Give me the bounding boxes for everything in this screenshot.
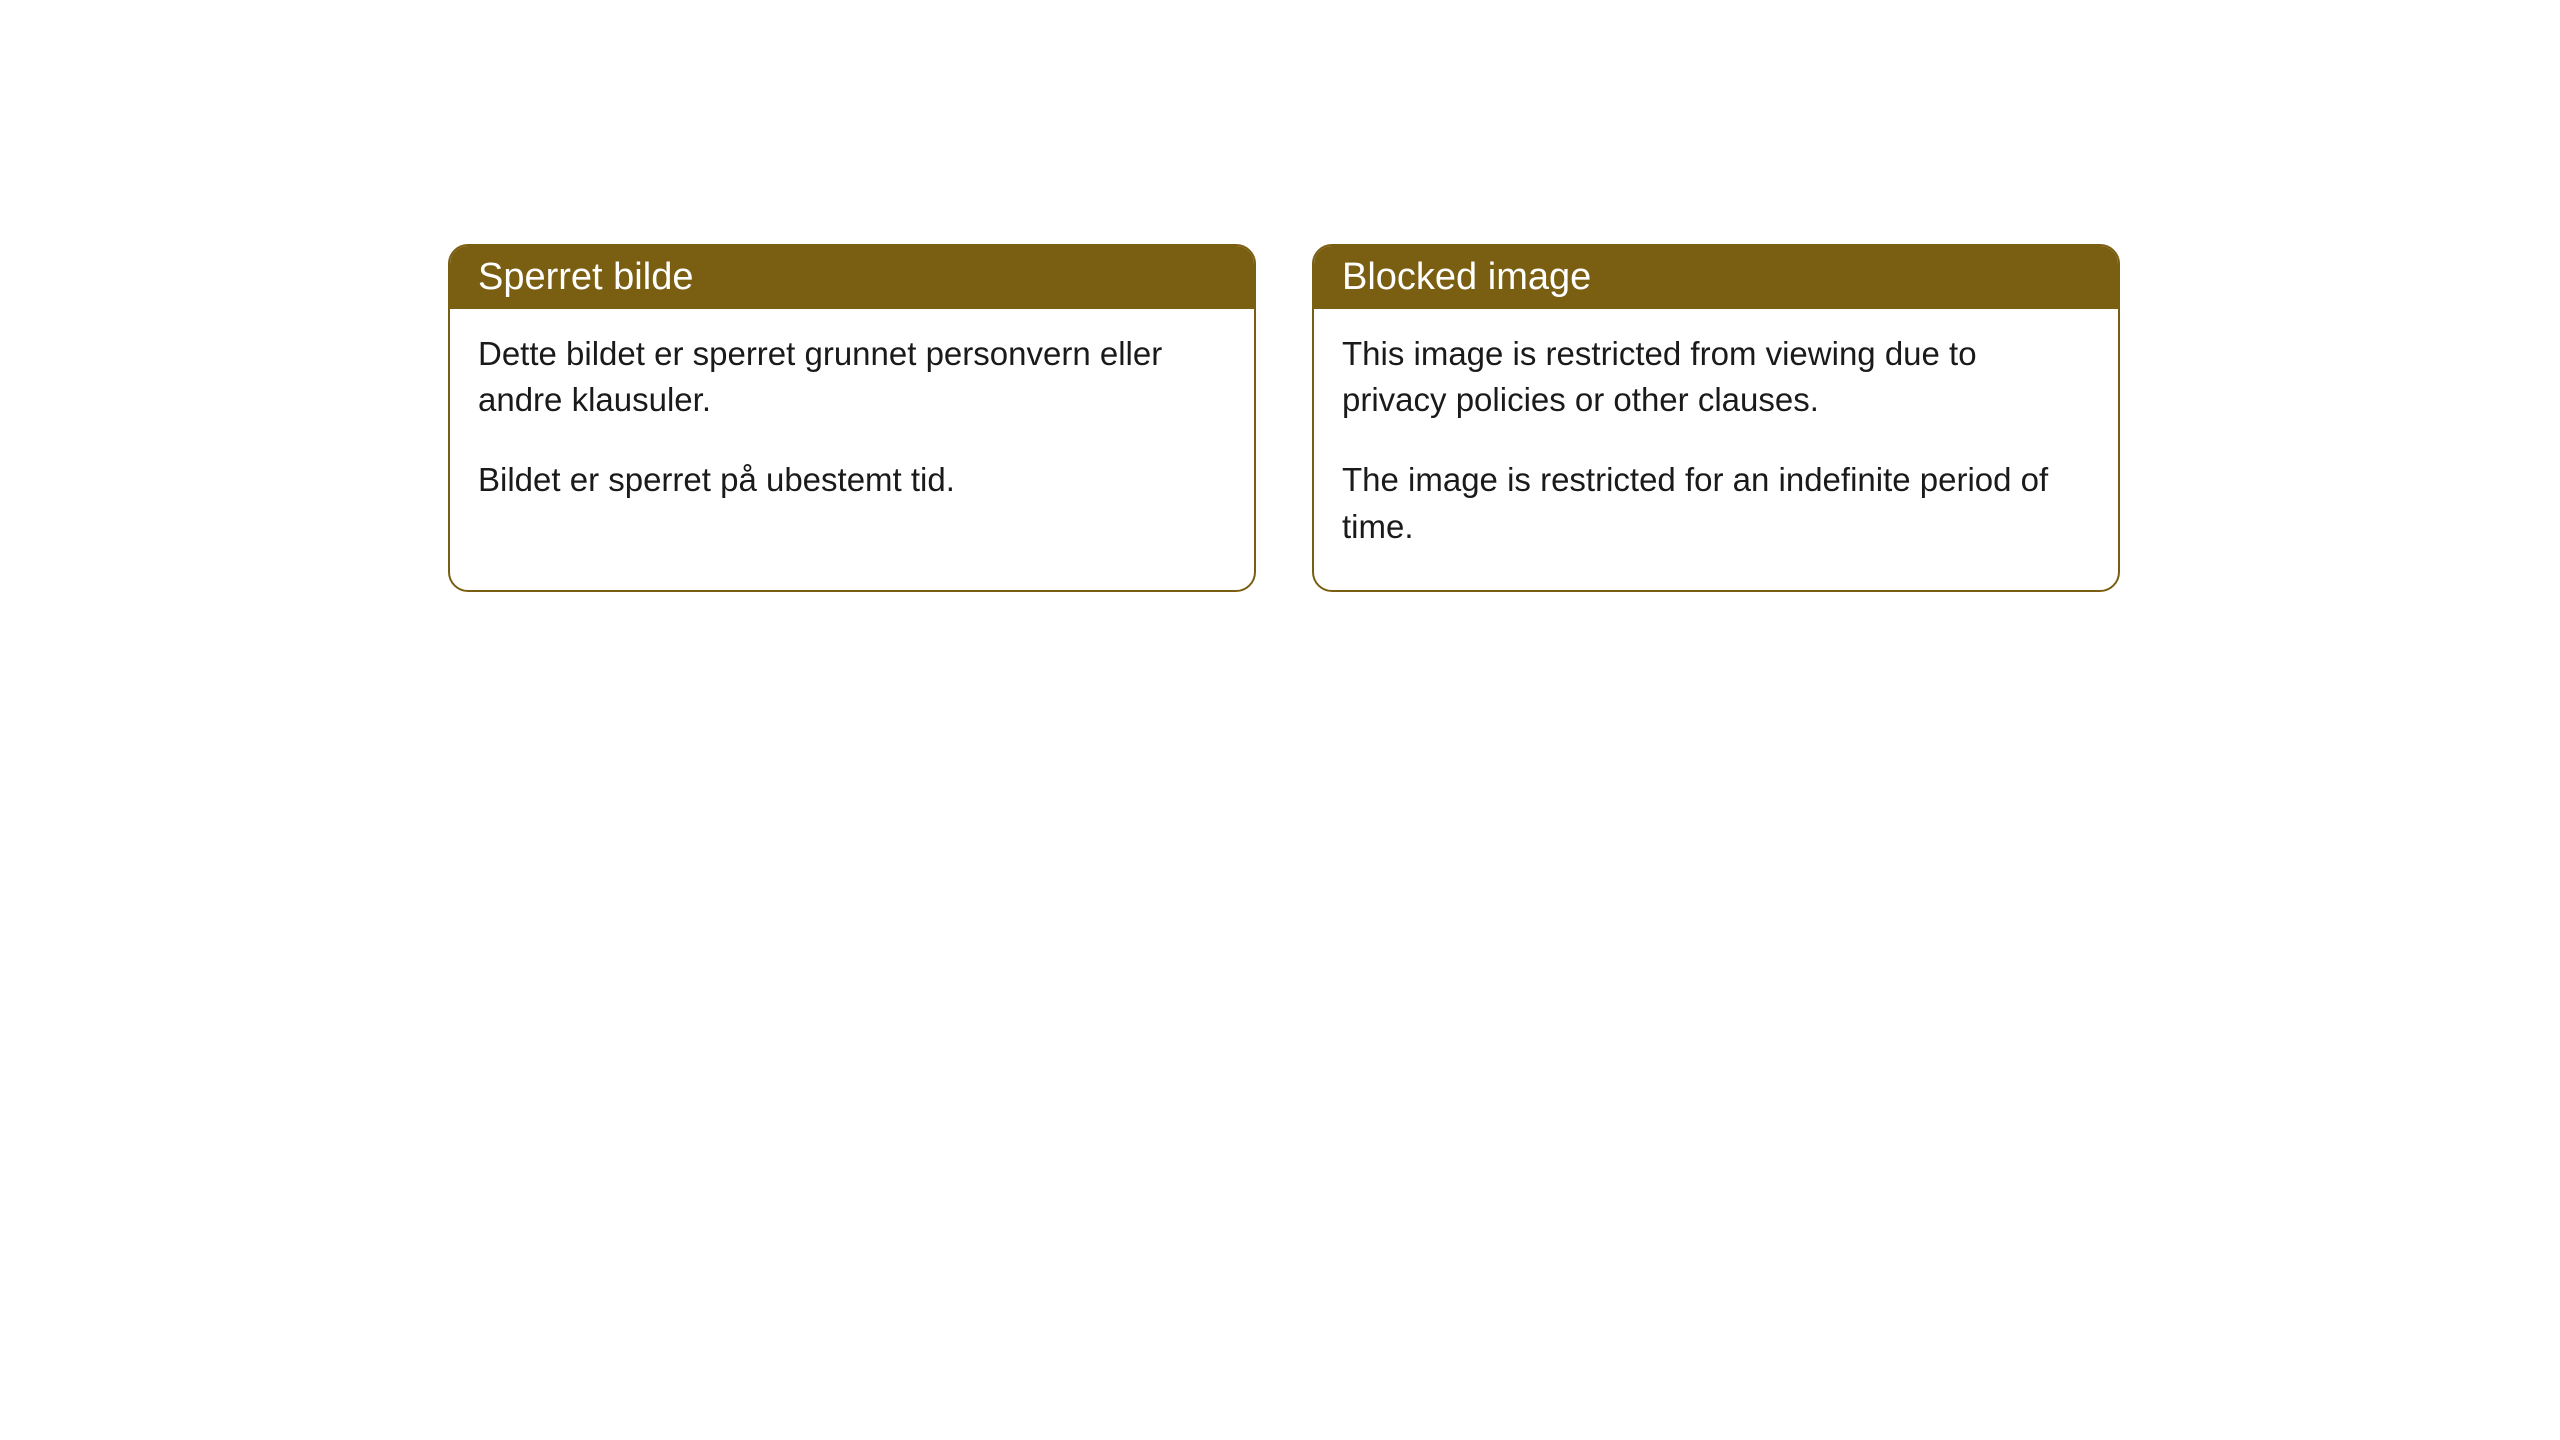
card-paragraph: Dette bildet er sperret grunnet personve… [478,331,1226,423]
card-paragraph: This image is restricted from viewing du… [1342,331,2090,423]
card-header: Sperret bilde [450,246,1254,309]
notice-card-english: Blocked image This image is restricted f… [1312,244,2120,592]
card-body: This image is restricted from viewing du… [1314,309,2118,590]
notice-card-norwegian: Sperret bilde Dette bildet er sperret gr… [448,244,1256,592]
card-paragraph: The image is restricted for an indefinit… [1342,457,2090,549]
card-header: Blocked image [1314,246,2118,309]
card-body: Dette bildet er sperret grunnet personve… [450,309,1254,544]
card-title: Sperret bilde [478,256,693,298]
card-title: Blocked image [1342,256,1591,298]
card-paragraph: Bildet er sperret på ubestemt tid. [478,457,1226,503]
notice-cards-container: Sperret bilde Dette bildet er sperret gr… [448,244,2120,592]
